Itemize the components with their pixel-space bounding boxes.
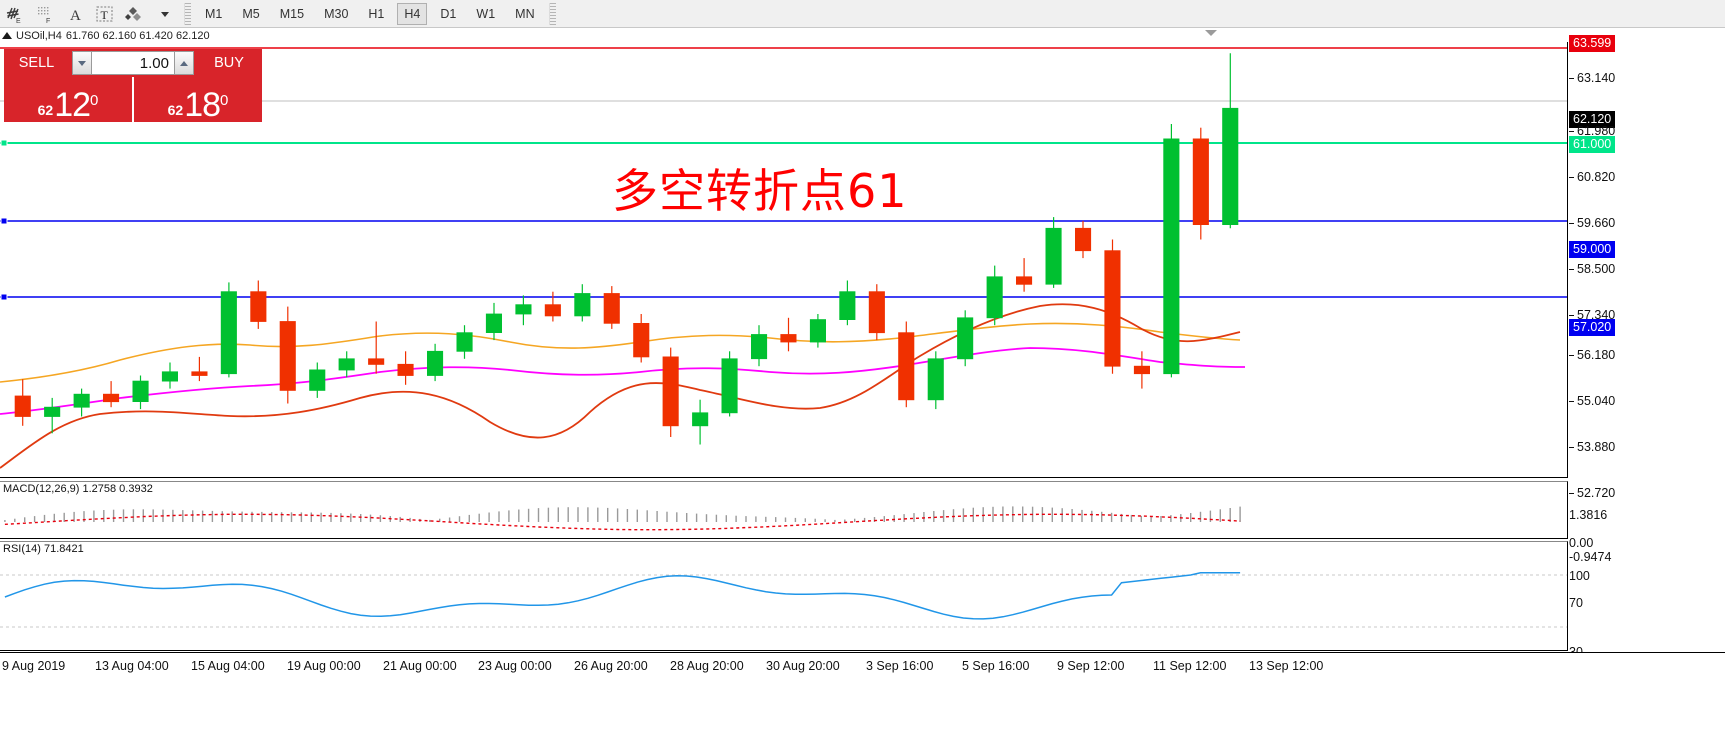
scale-tick-1: 61.980: [1569, 124, 1615, 138]
time-axis[interactable]: 9 Aug 2019 13 Aug 04:00 15 Aug 04:00 19 …: [0, 652, 1725, 742]
price-scale[interactable]: 63.599 63.140 62.120 61.980 61.000 60.82…: [1569, 29, 1725, 659]
volume-decrement-button[interactable]: [72, 51, 92, 75]
expand-triangle-icon[interactable]: [2, 32, 12, 39]
chart-header: USOil,H4 61.760 62.160 61.420 62.120: [0, 29, 210, 42]
scale-badge-last: 62.120: [1569, 111, 1616, 128]
time-label-11: 9 Sep 12:00: [1057, 659, 1125, 673]
trade-panel-top-row: SELL 1.00 BUY: [4, 49, 262, 77]
time-label-1: 13 Aug 04:00: [95, 659, 169, 673]
trade-panel-prices: 62 12 0 62 18 0: [4, 77, 262, 122]
buy-label[interactable]: BUY: [196, 49, 262, 77]
time-label-9: 3 Sep 16:00: [866, 659, 934, 673]
buy-price-prefix: 62: [167, 102, 184, 118]
macd-tick-2: -0.9474: [1569, 550, 1612, 564]
objects-icon[interactable]: [120, 1, 150, 27]
sell-price-prefix: 62: [37, 102, 54, 118]
volume-input[interactable]: 1.00: [92, 51, 174, 75]
time-label-13: 13 Sep 12:00: [1249, 659, 1324, 673]
scale-badge-blue-2: 57.020: [1569, 319, 1616, 336]
time-label-4: 21 Aug 00:00: [383, 659, 457, 673]
price-chart-pane[interactable]: [0, 42, 1568, 478]
timeframe-mn[interactable]: MN: [515, 6, 535, 21]
chevron-down-icon[interactable]: [1205, 30, 1217, 36]
buy-button[interactable]: 62 18 0: [134, 77, 262, 122]
timeframe-m15[interactable]: M15: [279, 6, 305, 21]
time-label-8: 30 Aug 20:00: [766, 659, 840, 673]
timeframe-w1[interactable]: W1: [476, 6, 496, 21]
toolbar-separator-2: [548, 2, 556, 25]
macd-signal-line: [4, 513, 1241, 531]
time-label-3: 19 Aug 00:00: [287, 659, 361, 673]
candle-group: [14, 53, 1239, 445]
svg-text:T: T: [101, 8, 109, 22]
scale-tick-3: 59.660: [1569, 216, 1615, 230]
scale-tick-0: 63.140: [1569, 71, 1615, 85]
scale-badge-green: 61.000: [1569, 136, 1616, 153]
macd-label: MACD(12,26,9) 1.2758 0.3932: [3, 483, 153, 495]
buy-price-main: 18: [184, 86, 221, 124]
scale-badge-blue-1: 59.000: [1569, 241, 1616, 258]
sell-price-main: 12: [54, 86, 91, 124]
time-label-12: 11 Sep 12:00: [1153, 659, 1227, 673]
rsi-curve: [4, 572, 1241, 620]
toolbar-separator: [184, 2, 191, 25]
sell-button[interactable]: 62 12 0: [4, 77, 134, 122]
timeframe-h4[interactable]: H4: [397, 2, 428, 25]
time-label-5: 23 Aug 00:00: [478, 659, 552, 673]
macd-pane[interactable]: MACD(12,26,9) 1.2758 0.3932: [0, 481, 1568, 539]
macd-tick-1: 0.00: [1569, 536, 1594, 550]
time-label-2: 15 Aug 04:00: [191, 659, 265, 673]
dropdown-caret-icon[interactable]: [150, 1, 180, 27]
toolbar: E F A T: [0, 0, 1725, 28]
macd-svg: [4, 506, 1241, 531]
scale-tick-2: 60.820: [1569, 170, 1615, 184]
timeframe-m30[interactable]: M30: [324, 6, 349, 21]
timeframe-m5[interactable]: M5: [242, 6, 260, 21]
indicators-icon[interactable]: E: [0, 1, 30, 27]
scale-tick-8: 53.880: [1569, 440, 1615, 454]
macd-tick-0: 1.3816: [1569, 508, 1608, 522]
volume-control[interactable]: 1.00: [70, 49, 196, 77]
scale-tick-5: 57.340: [1569, 308, 1615, 322]
scale-tick-7: 55.040: [1569, 394, 1615, 408]
volume-increment-button[interactable]: [174, 51, 194, 75]
rsi-pane[interactable]: RSI(14) 71.8421: [0, 541, 1568, 651]
grid-icon[interactable]: F: [30, 1, 60, 27]
time-label-6: 26 Aug 20:00: [574, 659, 648, 673]
scale-tick-6: 56.180: [1569, 348, 1615, 362]
ma-red: [0, 303, 1241, 469]
time-label-7: 28 Aug 20:00: [670, 659, 744, 673]
rsi-svg: [0, 572, 1567, 628]
sell-label[interactable]: SELL: [4, 49, 70, 77]
rsi-tick-100: 100: [1569, 569, 1590, 583]
rsi-label: RSI(14) 71.8421: [3, 543, 84, 555]
candlestick-svg: [0, 47, 1567, 469]
chart-annotation-text: 多空转折点61: [612, 164, 908, 218]
macd-histogram: [4, 506, 1241, 522]
time-label-10: 5 Sep 16:00: [962, 659, 1030, 673]
scale-tick-9: 52.720: [1569, 486, 1615, 500]
scale-badge-high: 63.599: [1569, 35, 1616, 52]
text-label-icon[interactable]: T: [90, 1, 120, 27]
text-tool-icon[interactable]: A: [60, 1, 90, 27]
timeframe-d1[interactable]: D1: [440, 6, 457, 21]
symbol-timeframe-label: USOil,H4: [16, 29, 62, 42]
svg-text:A: A: [70, 8, 81, 24]
sell-price-fraction: 0: [90, 92, 99, 109]
ma-magenta: [0, 347, 1246, 415]
svg-text:E: E: [16, 18, 21, 24]
timeframe-m1[interactable]: M1: [205, 6, 223, 21]
timeframe-h1[interactable]: H1: [368, 6, 385, 21]
svg-text:F: F: [46, 18, 50, 24]
one-click-trading-panel[interactable]: SELL 1.00 BUY 62 12 0 62 18 0: [4, 49, 262, 122]
time-label-0: 9 Aug 2019: [2, 659, 66, 673]
scale-tick-4: 58.500: [1569, 262, 1615, 276]
buy-price-fraction: 0: [220, 92, 229, 109]
ohlc-values: 61.760 62.160 61.420 62.120: [65, 29, 210, 42]
rsi-tick-70: 70: [1569, 596, 1583, 610]
